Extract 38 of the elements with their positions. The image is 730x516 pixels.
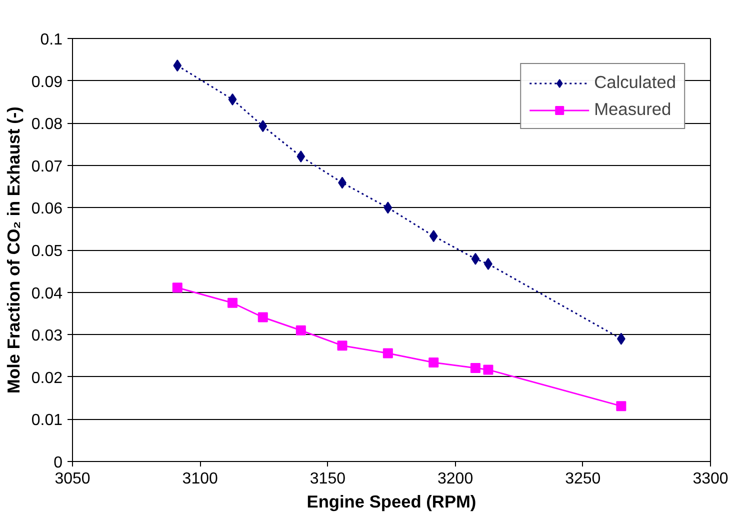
x-tick-label: 3100	[182, 470, 218, 488]
y-tick-label: 0.05	[31, 243, 63, 260]
point	[429, 230, 438, 242]
y-tick-label: 0.07	[31, 158, 63, 176]
x-tick-label: 3200	[438, 470, 474, 488]
point	[384, 202, 392, 214]
legend-label: Calculated	[594, 72, 676, 93]
point	[296, 325, 306, 336]
point	[337, 340, 348, 351]
point	[296, 150, 306, 163]
point	[173, 60, 182, 72]
x-axis-title: Engine Speed (RPM)	[306, 492, 476, 512]
legend-label: Measured	[594, 99, 672, 120]
x-tick-label: 3250	[565, 470, 601, 488]
point	[470, 363, 480, 374]
point	[228, 298, 238, 308]
y-axis-title: Mole Fraction of CO₂ in Exhaust (-)	[3, 106, 24, 394]
y-tick-label: 0.1	[40, 32, 63, 48]
y-tick-label: 0.06	[31, 200, 63, 218]
x-tick-label: 3050	[54, 470, 90, 488]
x-tick-label: 3150	[310, 470, 346, 488]
point	[258, 312, 268, 322]
point	[382, 348, 393, 358]
y-tick-label: 0.04	[31, 285, 63, 302]
point	[471, 252, 480, 265]
y-tick-label: 0.02	[31, 370, 63, 387]
y-tick-label: 0	[54, 454, 63, 472]
y-tick-label: 0.08	[31, 116, 63, 134]
point	[428, 358, 439, 368]
point	[483, 364, 494, 375]
point	[172, 282, 182, 293]
y-tick-label: 0.09	[31, 74, 63, 91]
point	[258, 120, 268, 132]
x-tick-label: 3300	[692, 470, 728, 488]
y-tick-label: 0.03	[31, 328, 63, 345]
point	[228, 93, 237, 106]
y-tick-label: 0.01	[31, 412, 63, 430]
point	[616, 401, 626, 412]
